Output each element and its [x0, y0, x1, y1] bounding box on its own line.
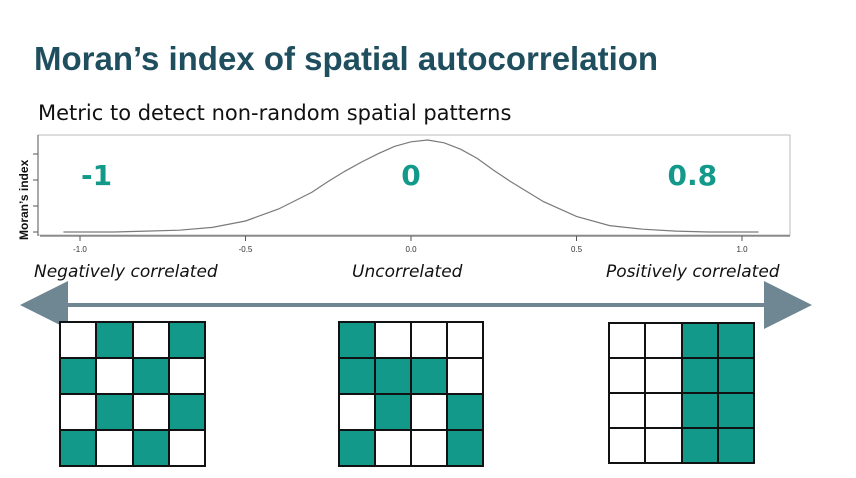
grid-cell-empty	[168, 430, 205, 466]
grid-cell-empty	[339, 394, 375, 430]
grid-cell-empty	[96, 430, 133, 466]
grid-cell-empty	[609, 428, 646, 463]
grid-cell-filled	[717, 393, 754, 428]
grid-cell-empty	[168, 358, 205, 394]
grid-cell-filled	[339, 322, 375, 358]
grid-cell-empty	[60, 322, 97, 358]
label-positively-correlated: Positively correlated	[606, 262, 780, 282]
grid-cell-filled	[717, 323, 754, 358]
grid-cell-empty	[645, 393, 682, 428]
grid-cell-filled	[447, 430, 483, 466]
x-tick-label: -1.0	[73, 245, 87, 254]
value-annotation: 0.8	[668, 159, 718, 192]
grid-cell-filled	[96, 394, 133, 430]
grid-cell-filled	[447, 394, 483, 430]
x-tick-label: 1.0	[736, 245, 748, 254]
grid-cell-empty	[375, 322, 411, 358]
grid-cell-empty	[132, 394, 169, 430]
grid-cell-filled	[681, 358, 718, 393]
grid-cell-empty	[96, 358, 133, 394]
grid-cell-empty	[447, 358, 483, 394]
grid-cell-filled	[60, 358, 97, 394]
grid-cell-filled	[168, 394, 205, 430]
grid-cell-filled	[681, 428, 718, 463]
grid-cell-empty	[609, 323, 646, 358]
grid-cell-filled	[681, 323, 718, 358]
grid-cell-empty	[60, 394, 97, 430]
grid-cell-filled	[60, 430, 97, 466]
grid-positive-correlation	[608, 322, 755, 464]
grid-cell-filled	[132, 430, 169, 466]
grid-cell-empty	[645, 428, 682, 463]
grid-cell-empty	[609, 358, 646, 393]
grid-cell-filled	[339, 358, 375, 394]
grid-cell-empty	[411, 394, 447, 430]
y-axis-label: Moran’s index	[17, 159, 31, 240]
grid-cell-filled	[168, 322, 205, 358]
x-tick-label: 0.5	[571, 245, 583, 254]
grid-cell-filled	[132, 358, 169, 394]
label-negatively-correlated: Negatively correlated	[34, 262, 218, 282]
slide-title: Moran’s index of spatial autocorrelation	[34, 40, 659, 77]
grid-cell-filled	[411, 358, 447, 394]
grid-uncorrelated	[338, 321, 484, 467]
density-curve	[63, 139, 759, 233]
grid-cell-empty	[132, 322, 169, 358]
grid-cell-filled	[339, 430, 375, 466]
slide-subtitle: Metric to detect non-random spatial patt…	[38, 101, 512, 125]
grid-cell-empty	[645, 358, 682, 393]
grid-cell-empty	[645, 323, 682, 358]
grid-cell-filled	[717, 428, 754, 463]
value-annotation: 0	[401, 159, 420, 192]
label-uncorrelated: Uncorrelated	[352, 262, 463, 282]
grid-cell-empty	[447, 322, 483, 358]
grid-cell-filled	[96, 322, 133, 358]
grid-cell-filled	[681, 393, 718, 428]
grid-cell-empty	[411, 430, 447, 466]
grid-negative-correlation	[59, 321, 206, 467]
grid-cell-filled	[375, 358, 411, 394]
grid-cell-empty	[411, 322, 447, 358]
x-tick-label: 0.0	[405, 245, 417, 254]
grid-cell-empty	[375, 430, 411, 466]
grid-cell-empty	[609, 393, 646, 428]
grid-cell-filled	[375, 394, 411, 430]
grid-cell-filled	[717, 358, 754, 393]
value-annotation: -1	[81, 159, 112, 192]
x-tick-label: -0.5	[239, 245, 253, 254]
